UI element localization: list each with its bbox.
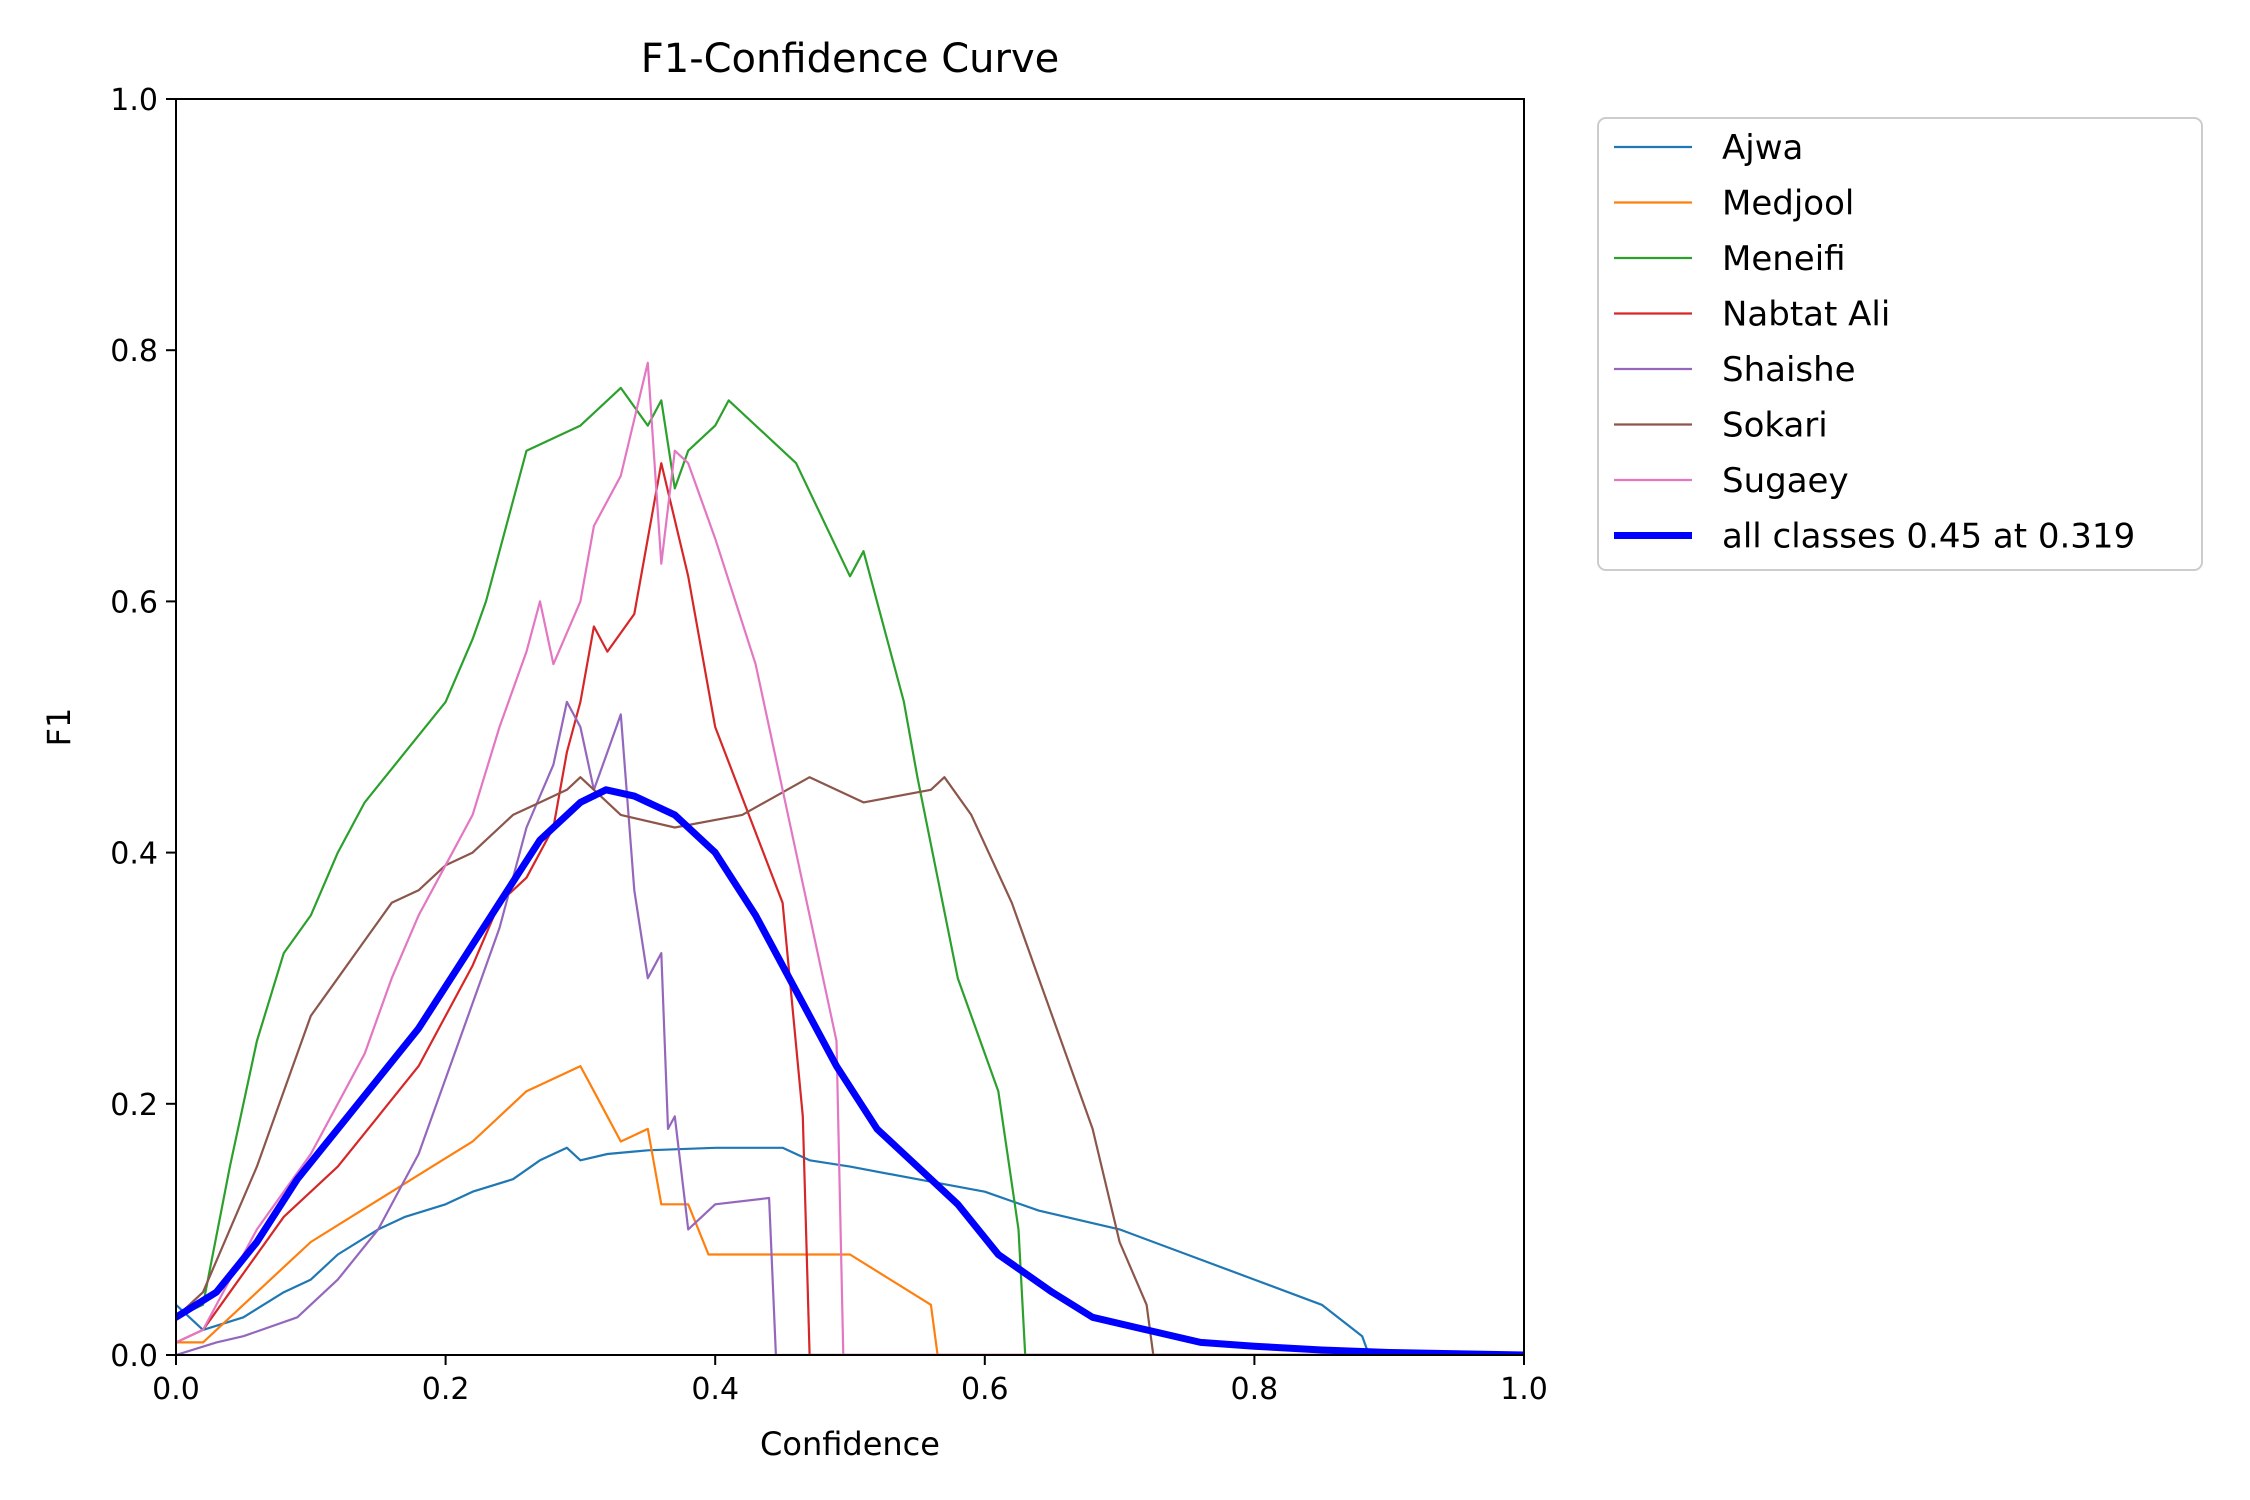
y-axis: 0.0 0.2 0.4 0.6 0.8 1.0: [110, 83, 176, 1374]
y-tick-label: 0.2: [110, 1088, 158, 1123]
series-line-shaishe: [176, 700, 1524, 1355]
series-line-nabtat-ali: [176, 462, 1524, 1355]
legend-label: Ajwa: [1722, 128, 1803, 168]
series-line-all-classes-0-45-at-0-319: [176, 786, 1524, 1355]
series-line-ajwa: [176, 1146, 1524, 1355]
y-tick-label: 0.4: [110, 837, 158, 872]
x-tick-label: 0.6: [961, 1372, 1009, 1407]
series-line-sugaey: [176, 361, 1524, 1355]
y-tick-label: 0.6: [110, 585, 158, 620]
chart-title: F1-Confidence Curve: [641, 36, 1060, 82]
y-tick-label: 1.0: [110, 83, 158, 118]
legend: Ajwa Medjool Meneifi Nabtat Ali Shaishe Sokar…: [1597, 117, 2203, 571]
y-axis-title: F1: [40, 708, 78, 747]
x-tick-label: 0.2: [422, 1372, 470, 1407]
series-line-medjool: [176, 1064, 1524, 1355]
y-tick-label: 0.8: [110, 334, 158, 369]
legend-frame: [1597, 117, 2203, 571]
legend-label: Sugaey: [1722, 461, 1849, 501]
plot-frame: [175, 98, 1525, 1356]
x-tick-label: 0.0: [152, 1372, 200, 1407]
x-axis-title: Confidence: [760, 1425, 940, 1463]
legend-label: Shaishe: [1722, 350, 1856, 390]
legend-label: Nabtat Ali: [1722, 295, 1890, 335]
series-group: [176, 361, 1524, 1355]
legend-label: Sokari: [1722, 406, 1828, 446]
x-tick-label: 0.4: [691, 1372, 739, 1407]
legend-label: Meneifi: [1722, 239, 1846, 279]
legend-label: all classes 0.45 at 0.319: [1722, 517, 2135, 557]
x-axis: 0.0 0.2 0.4 0.6 0.8 1.0: [152, 1355, 1548, 1407]
x-tick-label: 0.8: [1231, 1372, 1279, 1407]
legend-label: Medjool: [1722, 184, 1854, 224]
series-line-meneifi: [176, 386, 1524, 1355]
x-tick-label: 1.0: [1500, 1372, 1548, 1407]
y-tick-label: 0.0: [110, 1339, 158, 1374]
